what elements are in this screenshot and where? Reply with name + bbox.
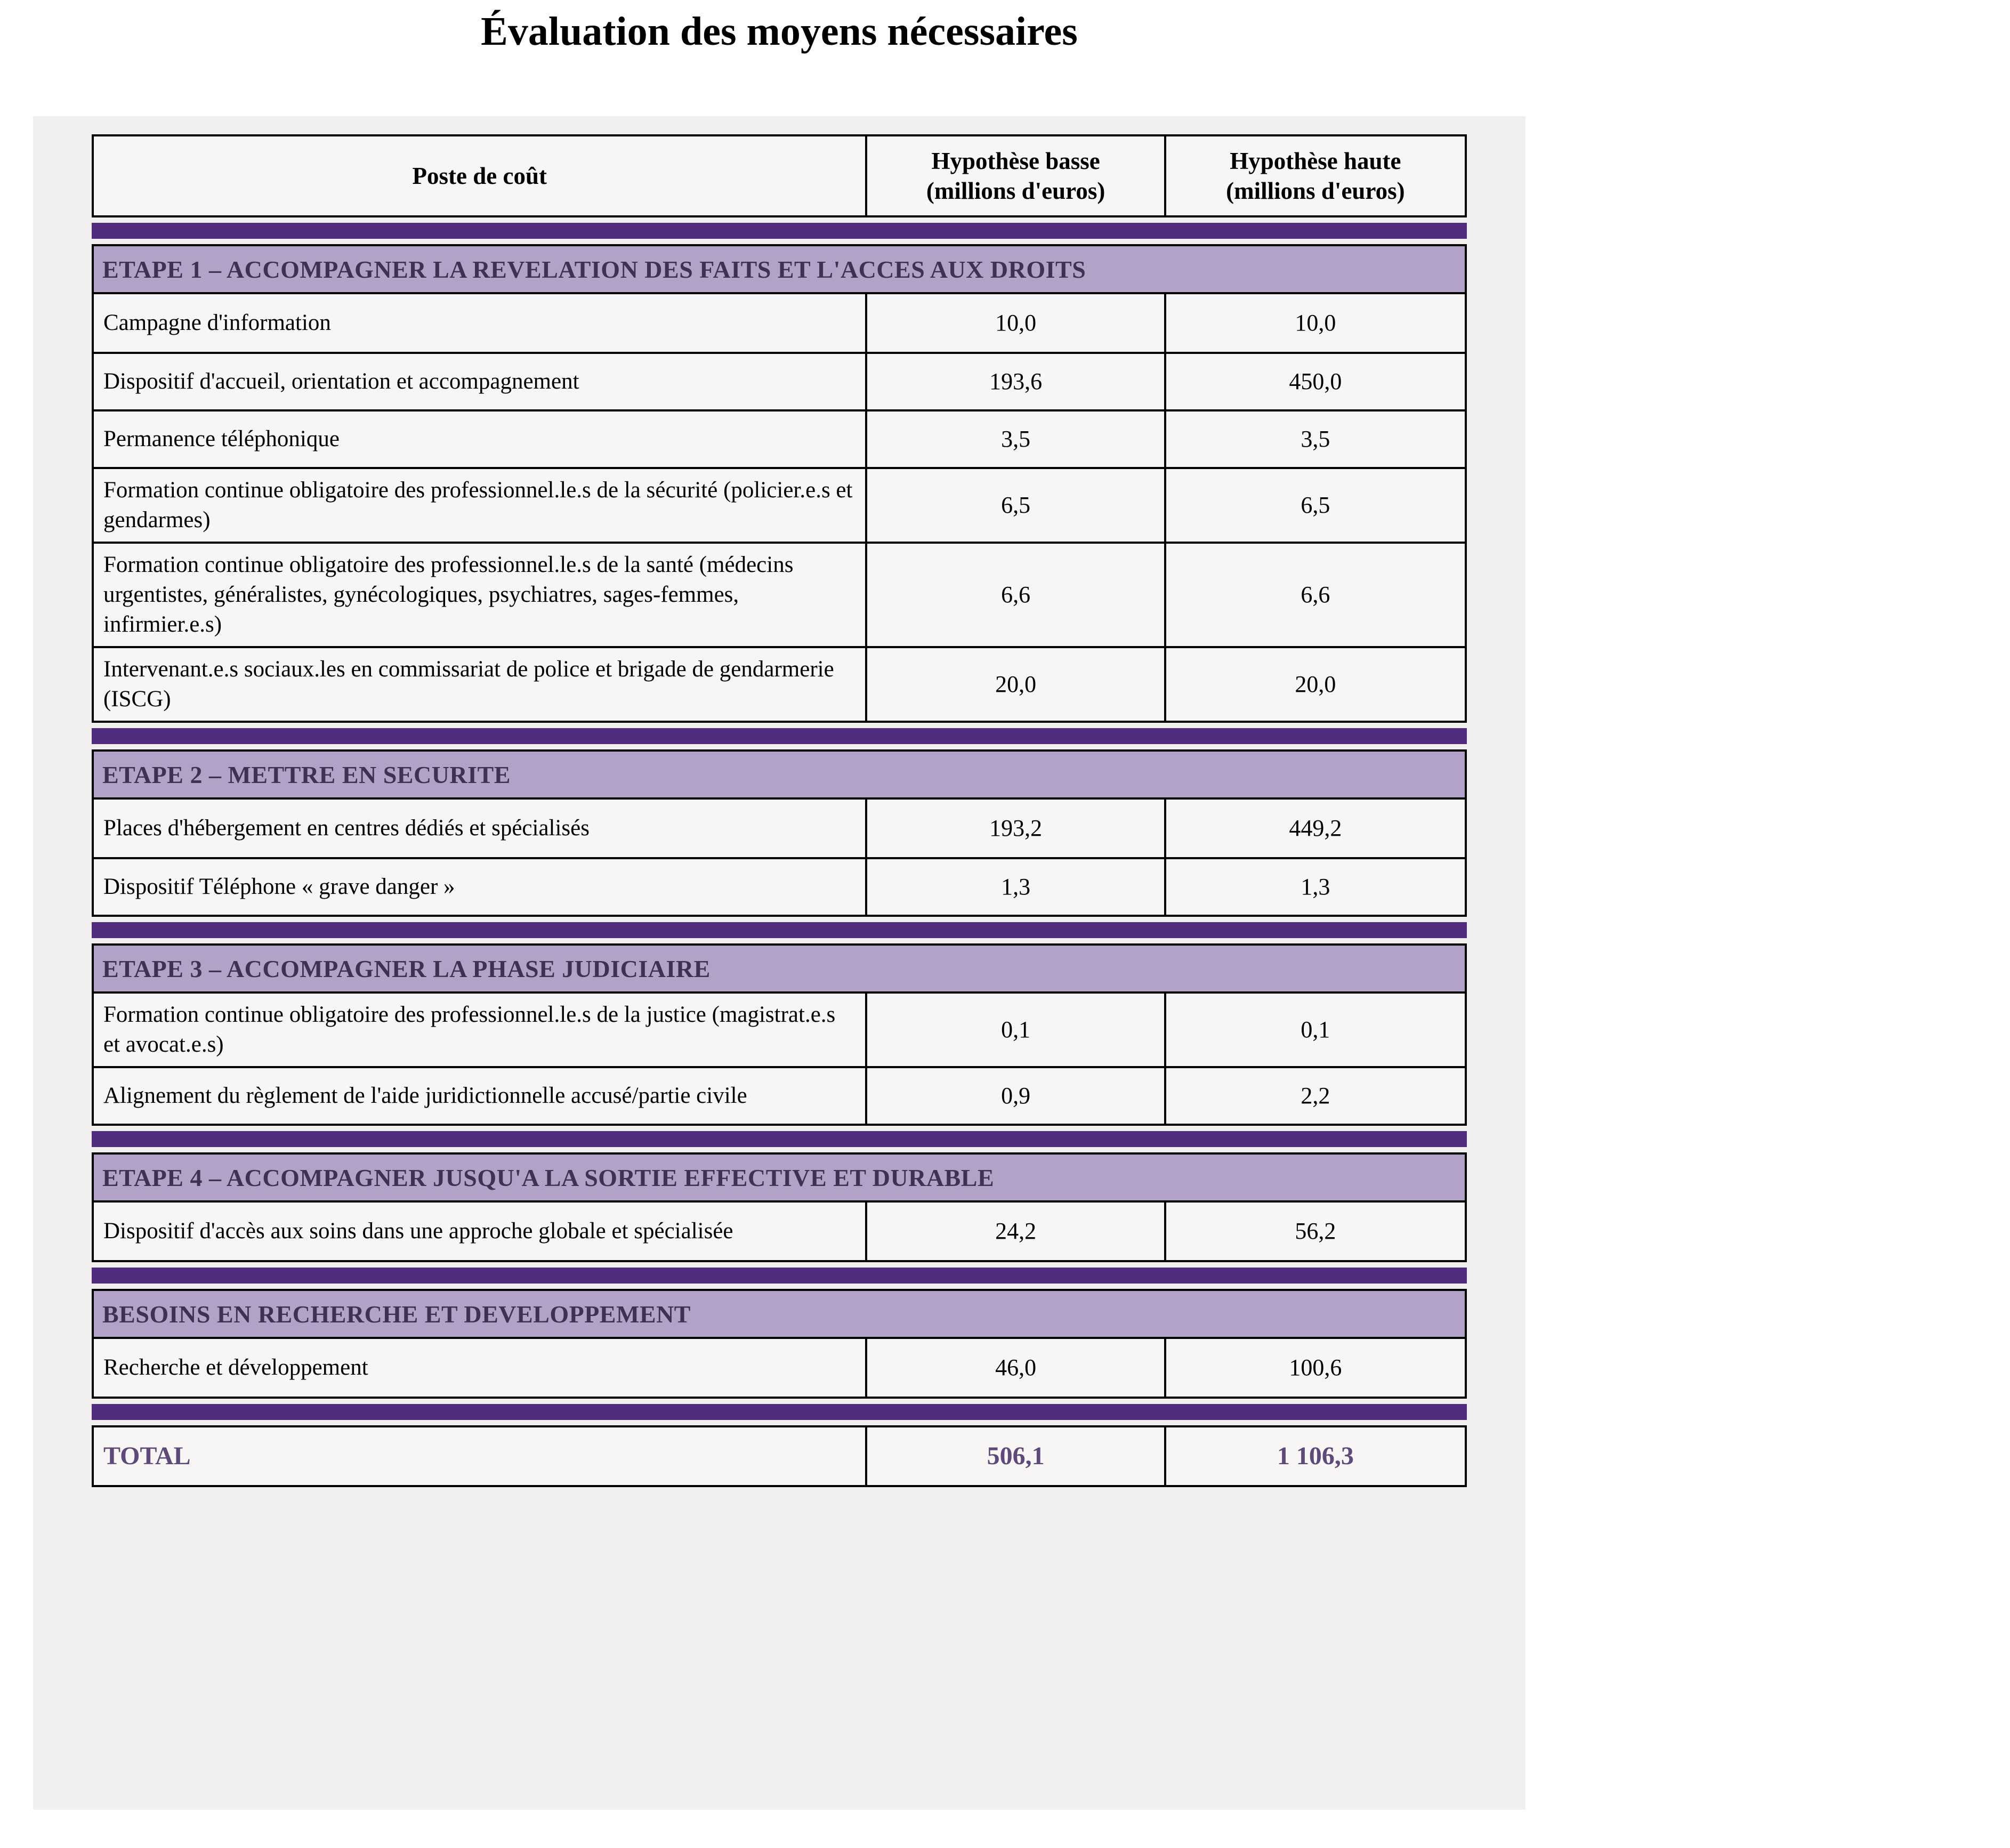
row-value-low: 193,2 xyxy=(865,800,1164,857)
row-value-high: 3,5 xyxy=(1164,411,1465,467)
section-etape-1: ETAPE 1 – ACCOMPAGNER LA REVELATION DES … xyxy=(92,244,1467,723)
total-value-high: 1 106,3 xyxy=(1164,1427,1465,1485)
column-header-hypothese-haute: Hypothèse haute (millions d'euros) xyxy=(1164,136,1465,215)
table-row: Alignement du règlement de l'aide juridi… xyxy=(94,1066,1465,1124)
row-value-high: 1,3 xyxy=(1164,859,1465,915)
row-value-high: 10,0 xyxy=(1164,294,1465,352)
section-divider-bar xyxy=(92,922,1467,938)
section-header: ETAPE 2 – METTRE EN SECURITE xyxy=(94,752,1465,800)
table-header-row: Poste de coût Hypothèse basse (millions … xyxy=(92,134,1467,217)
section-header: ETAPE 4 – ACCOMPAGNER JUSQU'A LA SORTIE … xyxy=(94,1155,1465,1203)
section-etape-2: ETAPE 2 – METTRE EN SECURITE Places d'hé… xyxy=(92,749,1467,917)
total-value-low: 506,1 xyxy=(865,1427,1164,1485)
section-divider-bar xyxy=(92,1131,1467,1147)
row-value-low: 3,5 xyxy=(865,411,1164,467)
section-header: ETAPE 1 – ACCOMPAGNER LA REVELATION DES … xyxy=(94,246,1465,294)
table-row: Dispositif d'accès aux soins dans une ap… xyxy=(94,1203,1465,1260)
row-label: Permanence téléphonique xyxy=(103,426,340,451)
row-label: Formation continue obligatoire des profe… xyxy=(103,478,853,532)
row-value-low: 10,0 xyxy=(865,294,1164,352)
table-row: Dispositif d'accueil, orientation et acc… xyxy=(94,352,1465,409)
row-value-high: 450,0 xyxy=(1164,354,1465,409)
row-value-low: 20,0 xyxy=(865,648,1164,721)
section-divider-bar xyxy=(92,728,1467,744)
table-row: Permanence téléphonique 3,5 3,5 xyxy=(94,409,1465,467)
row-value-low: 0,9 xyxy=(865,1068,1164,1124)
section-divider-bar xyxy=(92,1404,1467,1420)
table-row: Recherche et développement 46,0 100,6 xyxy=(94,1339,1465,1397)
total-row: TOTAL 506,1 1 106,3 xyxy=(92,1425,1467,1487)
table-row: Intervenant.e.s sociaux.les en commissar… xyxy=(94,646,1465,721)
page-title: Évaluation des moyens nécessaires xyxy=(481,9,1078,54)
row-value-low: 1,3 xyxy=(865,859,1164,915)
section-etape-3: ETAPE 3 – ACCOMPAGNER LA PHASE JUDICIAIR… xyxy=(92,943,1467,1126)
section-header: BESOINS EN RECHERCHE ET DEVELOPPEMENT xyxy=(94,1291,1465,1339)
row-value-high: 6,6 xyxy=(1164,544,1465,646)
row-value-high: 20,0 xyxy=(1164,648,1465,721)
row-label: Formation continue obligatoire des profe… xyxy=(103,1002,836,1057)
row-value-high: 449,2 xyxy=(1164,800,1465,857)
row-value-low: 6,6 xyxy=(865,544,1164,646)
row-label: Places d'hébergement en centres dédiés e… xyxy=(103,816,590,841)
row-value-high: 56,2 xyxy=(1164,1203,1465,1260)
row-value-low: 6,5 xyxy=(865,469,1164,542)
row-label: Recherche et développement xyxy=(103,1355,368,1380)
row-value-high: 6,5 xyxy=(1164,469,1465,542)
section-header: ETAPE 3 – ACCOMPAGNER LA PHASE JUDICIAIR… xyxy=(94,946,1465,994)
table-row: Formation continue obligatoire des profe… xyxy=(94,542,1465,646)
section-divider-bar xyxy=(92,223,1467,239)
row-value-low: 193,6 xyxy=(865,354,1164,409)
table-row: Places d'hébergement en centres dédiés e… xyxy=(94,800,1465,857)
table-row: Formation continue obligatoire des profe… xyxy=(94,994,1465,1066)
row-label: Intervenant.e.s sociaux.les en commissar… xyxy=(103,657,834,712)
section-etape-4: ETAPE 4 – ACCOMPAGNER JUSQU'A LA SORTIE … xyxy=(92,1152,1467,1262)
row-label: Alignement du règlement de l'aide juridi… xyxy=(103,1083,747,1108)
row-label: Campagne d'information xyxy=(103,310,331,335)
row-label: Dispositif Téléphone « grave danger » xyxy=(103,874,455,899)
row-value-low: 24,2 xyxy=(865,1203,1164,1260)
row-value-low: 46,0 xyxy=(865,1339,1164,1397)
total-label: TOTAL xyxy=(103,1442,191,1470)
table-row: Campagne d'information 10,0 10,0 xyxy=(94,294,1465,352)
row-label: Formation continue obligatoire des profe… xyxy=(103,552,794,637)
column-header-hypothese-basse: Hypothèse basse (millions d'euros) xyxy=(865,136,1164,215)
cost-table: Poste de coût Hypothèse basse (millions … xyxy=(92,134,1467,1487)
row-label: Dispositif d'accueil, orientation et acc… xyxy=(103,369,579,394)
table-row: Formation continue obligatoire des profe… xyxy=(94,467,1465,542)
table-row: Dispositif Téléphone « grave danger » 1,… xyxy=(94,857,1465,915)
section-divider-bar xyxy=(92,1268,1467,1284)
row-value-low: 0,1 xyxy=(865,994,1164,1066)
row-value-high: 0,1 xyxy=(1164,994,1465,1066)
row-label: Dispositif d'accès aux soins dans une ap… xyxy=(103,1218,733,1244)
row-value-high: 100,6 xyxy=(1164,1339,1465,1397)
section-recherche-developpement: BESOINS EN RECHERCHE ET DEVELOPPEMENT Re… xyxy=(92,1289,1467,1399)
content-panel: Poste de coût Hypothèse basse (millions … xyxy=(33,116,1525,1810)
column-header-poste: Poste de coût xyxy=(412,162,547,189)
row-value-high: 2,2 xyxy=(1164,1068,1465,1124)
